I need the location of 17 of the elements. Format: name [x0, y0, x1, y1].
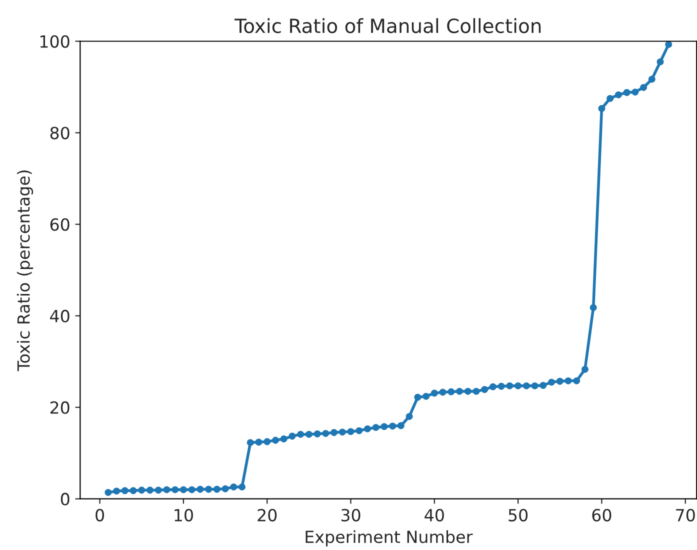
y-tick-label: 100	[40, 35, 70, 48]
x-tick-label: 60	[592, 508, 612, 522]
x-tick-label: 50	[508, 508, 528, 522]
y-tick-label: 80	[50, 126, 70, 140]
x-tick-label: 10	[174, 508, 193, 522]
y-tick-label: 60	[50, 218, 70, 231]
chart-title: Toxic Ratio of Manual Collection	[234, 18, 541, 34]
x-axis-title: Experiment Number	[306, 530, 473, 546]
y-tick-label: 0	[60, 492, 70, 506]
y-tick-label: 20	[50, 401, 70, 414]
y-tick-label: 40	[50, 310, 70, 322]
x-tick-label: 0	[96, 508, 104, 522]
x-tick-label: 40	[424, 508, 444, 522]
x-tick-label: 70	[676, 508, 695, 522]
x-tick-label: 30	[341, 508, 360, 522]
x-tick-label: 20	[258, 508, 277, 522]
y-axis-title: Toxic Ratio (percentage)	[16, 170, 34, 372]
